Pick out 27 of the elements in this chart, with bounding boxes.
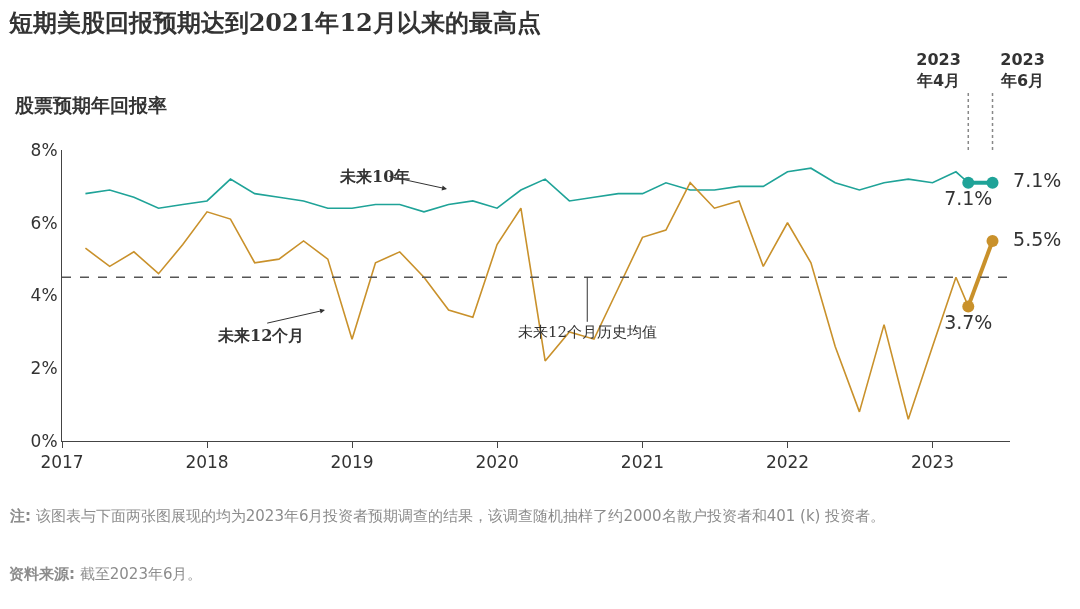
annotation: 未来12个月 [217, 326, 305, 345]
y-tick-label: 8% [30, 139, 58, 160]
data-label: 3.7% [944, 311, 993, 334]
data-label: 7.1% [944, 187, 993, 210]
x-tick-label: 2023 [910, 452, 955, 473]
x-tick-label: 2017 [40, 452, 84, 473]
x-tick-label: 2018 [185, 452, 229, 473]
chart-subtitle: 股票预期年回报率 [14, 94, 167, 116]
point [986, 234, 999, 247]
x-tick-label: 2019 [330, 452, 374, 473]
ref-line-label: 2023 年4月 [916, 50, 961, 90]
point [962, 300, 975, 313]
ref-line-label: 2023 年6月 [1000, 50, 1045, 90]
chart-title: 短期美股回报预期达到2021年12月以来的最高点 [7, 7, 541, 37]
x-tick-label: 2022 [765, 452, 810, 473]
point [986, 176, 999, 189]
y-tick-label: 0% [30, 430, 58, 451]
text: 注: 该图表与下面两张图展现的均为2023年6月投资者预期调查的结果，该调查随机抽样了约2000名散户投资者和401 (k) 投资者。 [9, 507, 886, 525]
x-tick-label: 2021 [620, 452, 665, 473]
data-label: 7.1% [1001, 169, 1062, 192]
x-tick-label: 2020 [475, 452, 519, 473]
y-tick-label: 2% [30, 358, 58, 379]
text: 资料来源: 截至2023年6月。 [9, 565, 203, 583]
data-label: 5.5% [1001, 227, 1062, 250]
y-tick-label: 6% [30, 212, 58, 233]
point [962, 176, 975, 189]
y-tick-label: 4% [30, 285, 58, 306]
